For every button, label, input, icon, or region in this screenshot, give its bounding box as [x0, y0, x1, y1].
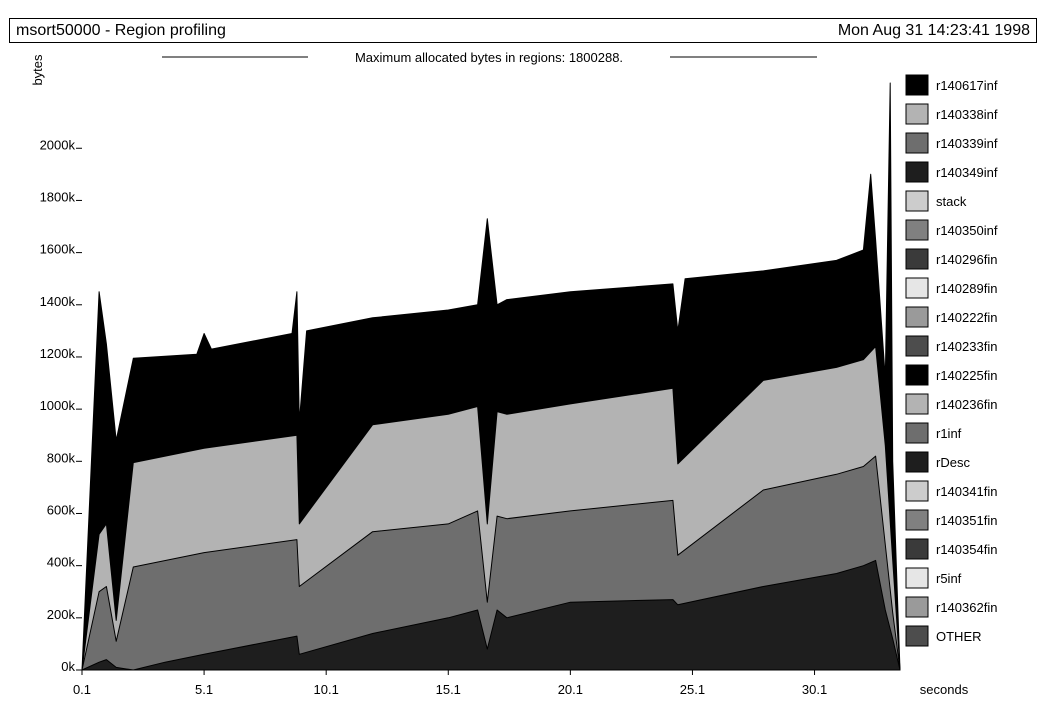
x-tick-label: 30.1 [802, 682, 827, 697]
y-axis-label: bytes [30, 54, 45, 86]
legend-swatch-r140617inf [905, 74, 929, 96]
legend-swatch-r140339inf [905, 132, 929, 154]
legend-swatch-rdesc [905, 451, 929, 473]
x-axis-label: seconds [920, 682, 969, 697]
y-tick-label: 1000k [40, 398, 76, 413]
legend-swatch-r140349inf [905, 161, 929, 183]
y-tick-label: 2000k [40, 137, 76, 152]
legend-swatch-r140351fin [905, 509, 929, 531]
legend-swatch-r140350inf [905, 219, 929, 241]
legend: r140617inf r140338inf r140339inf r140349inf… [905, 74, 998, 647]
chart-subtitle: Maximum allocated bytes in regions: 1800… [355, 50, 623, 65]
legend-swatch-r140222fin [905, 306, 929, 328]
legend-label-r5inf: r5inf [936, 571, 962, 586]
area-layers [81, 82, 901, 671]
legend-label-r140289fin: r140289fin [936, 281, 997, 296]
legend-label-r1inf: r1inf [936, 426, 962, 441]
legend-swatch-r140362fin [905, 596, 929, 618]
x-tick-label: 15.1 [436, 682, 461, 697]
legend-label-r140351fin: r140351fin [936, 513, 997, 528]
legend-swatch-r140233fin [905, 335, 929, 357]
legend-swatch-stack [905, 190, 929, 212]
legend-label-r140362fin: r140362fin [936, 600, 997, 615]
x-tick-label: 0.1 [73, 682, 91, 697]
y-axis: 0k 200k 400k 600k 800k 1000k 1200k 1400k 1600k 18… [40, 137, 82, 674]
y-tick-label: 1400k [40, 294, 76, 309]
x-tick-label: 5.1 [195, 682, 213, 697]
legend-swatch-r140236fin [905, 393, 929, 415]
legend-swatch-r140296fin [905, 248, 929, 270]
legend-label-r140354fin: r140354fin [936, 542, 997, 557]
legend-swatch-other [905, 625, 929, 647]
legend-swatch-r5inf [905, 567, 929, 589]
legend-swatch-r140289fin [905, 277, 929, 299]
legend-label-r140339inf: r140339inf [936, 136, 998, 151]
legend-label-r140233fin: r140233fin [936, 339, 997, 354]
legend-label-r140341fin: r140341fin [936, 484, 997, 499]
legend-swatch-r1inf [905, 422, 929, 444]
y-tick-label: 1800k [40, 189, 76, 204]
legend-label-stack: stack [936, 194, 967, 209]
legend-label-r140338inf: r140338inf [936, 107, 998, 122]
legend-label-r140225fin: r140225fin [936, 368, 997, 383]
legend-label-r140350inf: r140350inf [936, 223, 998, 238]
y-tick-label: 400k [47, 555, 76, 570]
y-tick-label: 1200k [40, 346, 76, 361]
y-tick-label: 600k [47, 502, 76, 517]
legend-label-r140222fin: r140222fin [936, 310, 997, 325]
legend-label-r140617inf: r140617inf [936, 78, 998, 93]
x-axis: 0.1 5.1 10.1 15.1 20.1 25.1 30.1 [73, 669, 900, 697]
y-tick-label: 800k [47, 450, 76, 465]
x-tick-label: 20.1 [558, 682, 583, 697]
y-tick-label: 0k [61, 659, 75, 674]
report-timestamp: Mon Aug 31 14:23:41 1998 [837, 22, 1030, 39]
legend-label-rdesc: rDesc [936, 455, 970, 470]
header-bar: msort50000 - Region profiling Mon Aug 31… [9, 18, 1037, 43]
area-r140349inf [81, 559, 901, 671]
legend-swatch-r140341fin [905, 480, 929, 502]
legend-label-other: OTHER [936, 629, 982, 644]
legend-label-r140349inf: r140349inf [936, 165, 998, 180]
legend-swatch-r140338inf [905, 103, 929, 125]
legend-swatch-r140354fin [905, 538, 929, 560]
x-tick-label: 10.1 [314, 682, 339, 697]
report-title: msort50000 - Region profiling [16, 22, 226, 39]
x-tick-label: 25.1 [680, 682, 705, 697]
legend-label-r140296fin: r140296fin [936, 252, 997, 267]
y-tick-label: 1600k [40, 242, 76, 257]
legend-label-r140236fin: r140236fin [936, 397, 997, 412]
y-tick-label: 200k [47, 607, 76, 622]
legend-swatch-r140225fin [905, 364, 929, 386]
